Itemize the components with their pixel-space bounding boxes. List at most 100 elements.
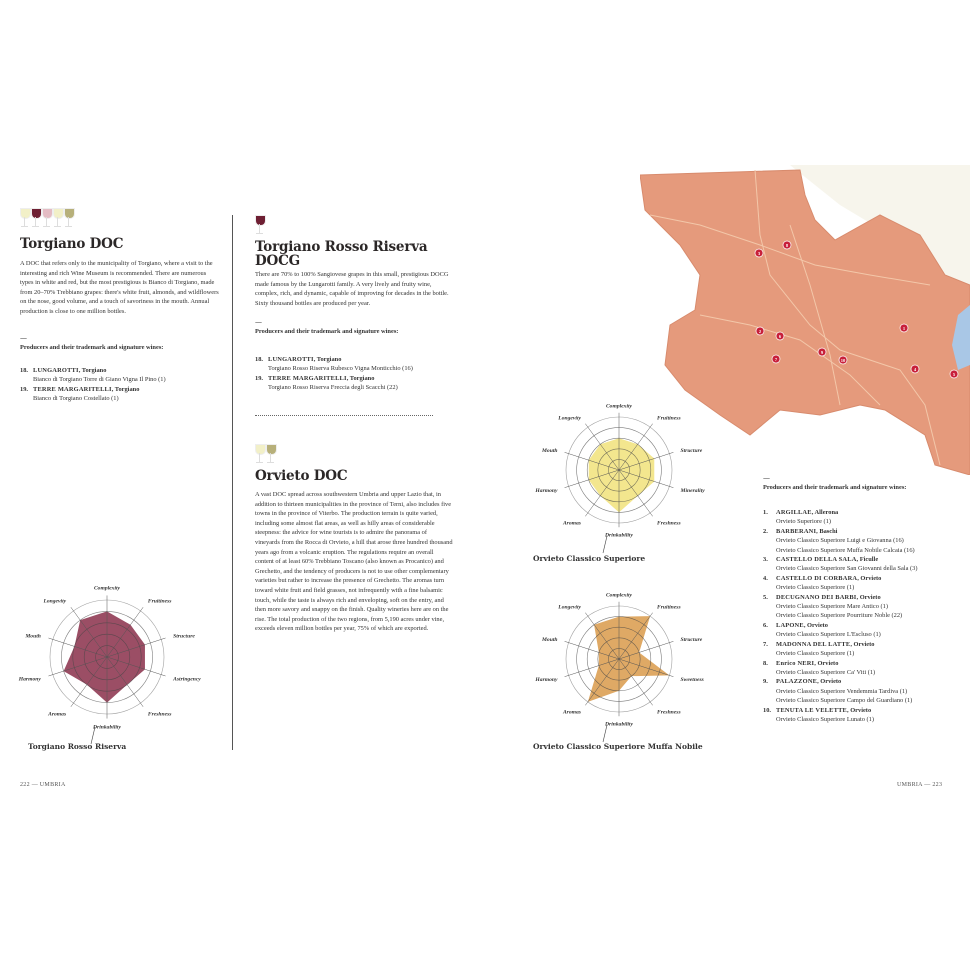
producer-town: , Ficulle [856,556,879,564]
producer-entry: 3. CASTELLO DELLA SALA, Ficulle Orvieto … [763,555,968,574]
producers-heading: Producers and their trademark and signat… [763,484,907,491]
wine-glass-sweet-icon [266,444,277,464]
svg-text:4: 4 [914,367,917,372]
map-marker[interactable]: 9 [817,347,827,357]
radar-axis-label: Mouth [24,634,41,640]
producer-name: TERRE MARGARITELLI [33,385,112,393]
map-marker[interactable]: 6 [775,331,785,341]
producer-number: 18. [255,356,263,363]
map-region-area [640,169,970,475]
producer-entry: 18. LUNGAROTTI, Torgiano Torgiano Rosso … [255,355,465,374]
radar-axis-label: Freshness [657,709,681,715]
radar-axis-label: Mouth [541,637,558,643]
section-title-torgiano-doc: Torgiano DOC [20,236,124,252]
producer-town: , Orvieto [814,659,839,667]
signature-wine: Orvieto Classico Superiore (1) [776,584,855,592]
producer-entry: 1. ARGILLAE, Allerona Orvieto Superiore … [763,508,968,527]
producer-entry: 2. BARBERANI, Baschi Orvieto Classico Su… [763,527,968,555]
producer-name: LUNGAROTTI [33,367,79,374]
map-marker[interactable]: 8 [782,240,792,250]
wine-glass-red-icon [255,215,266,235]
map-roads [649,169,941,466]
radar-axis [585,423,620,471]
radar-axis-label: Aromas [47,711,66,717]
producer-entry: 9. PALAZZONE, Orvieto Orvieto Classico S… [763,677,968,705]
dash-separator: — [20,334,27,342]
map-markers: 3 8 2 6 7 9 10 1 4 5 [754,240,959,379]
torgiano-rosso-description: There are 70% to 100% Sangiovese grapes … [255,271,449,307]
producers-heading: Producers and their trademark and signat… [20,344,164,351]
producer-entry: 8. Enrico NERI, Orvieto Orvieto Classico… [763,659,968,678]
map-marker[interactable]: 2 [755,326,765,336]
radar-axis [564,452,620,471]
radar-axis [48,656,108,677]
umbria-map: 3 8 2 6 7 9 10 1 4 5 [640,165,970,475]
radar-axis [618,612,653,660]
producer-town: , Torgiano [111,385,140,393]
producers-list: 18. LUNGAROTTI, Torgiano Torgiano Rosso … [255,355,465,393]
signature-wine: Orvieto Classico Superiore Muffa Nobile … [776,546,915,554]
producer-entry: 19. TERRE MARGARITELLI, Torgiano Bianco … [20,385,230,404]
radar-axis-label: Fruitiness [657,416,681,422]
signature-wine: Bianco di Torgiano Costellato (1) [33,395,119,403]
svg-text:1: 1 [903,326,906,331]
orvieto-doc-description: A vast DOC spread across southwestern Um… [255,491,453,633]
radar-axis [106,656,144,707]
column-divider [232,215,233,750]
producer-entry: 7. MADONNA DEL LATTE, Orvieto Orvieto Cl… [763,640,968,659]
radar-axis [618,641,674,660]
map-marker[interactable]: 4 [910,364,920,374]
dash-separator: — [255,318,262,326]
radar-axis-label: Harmony [18,676,42,682]
signature-wine: Orvieto Classico Superiore Campo del Gua… [776,697,913,705]
svg-text:10: 10 [841,358,846,363]
svg-text:8: 8 [786,243,789,248]
producer-town: , Orvieto [850,640,875,648]
radar-axis-label: Aromas [562,709,581,715]
map-marker[interactable]: 1 [899,323,909,333]
map-marker[interactable]: 5 [949,369,959,379]
radar-axis-label: Drinkability [92,725,121,731]
producer-name: ARGILLAE [776,509,812,516]
wine-glass-rose-icon [42,208,53,228]
producer-number: 1. [763,509,768,516]
map-marker[interactable]: 10 [838,355,848,365]
producer-number: 9. [763,678,768,686]
map-marker[interactable]: 3 [754,248,764,258]
radar-axis [48,637,108,658]
producer-town: , Orvieto [847,706,872,714]
radar-axis-label: Aromas [562,520,581,526]
producer-name: TENUTA LE VELETTE [776,706,847,714]
section-title-orvieto-doc: Orvieto DOC [255,468,348,484]
producers-list: 18. LUNGAROTTI, Torgiano Bianco di Torgi… [20,366,230,404]
radar-axis-label: Longevity [557,605,581,611]
producer-entry: 19. TERRE MARGARITELLI, Torgiano Torgian… [255,374,465,393]
producer-town: , Allerona [811,509,839,516]
radar-axis-label: Longevity [557,416,581,422]
radar-axis-label: Fruitiness [657,605,681,611]
page-folio-right: UMBRIA — 223 [897,782,943,788]
signature-wine: Orvieto Classico Superiore Ca' Viti (1) [776,668,876,676]
svg-text:2: 2 [759,329,762,334]
radar-axis-label: Structure [680,448,702,454]
signature-wine: Orvieto Classico Superiore Mare Antico (… [776,603,888,611]
producer-town: , Baschi [816,527,838,535]
producer-name: CASTELLO DELLA SALA [776,556,857,564]
svg-text:3: 3 [758,251,761,256]
radar-area [63,611,145,703]
signature-wine: Torgiano Rosso Riserva Freccia degli Sca… [268,384,398,392]
signature-wine: Torgiano Rosso Riserva Rubesco Vigna Mon… [268,365,413,373]
map-marker[interactable]: 7 [771,354,781,364]
radar-axis [618,658,674,677]
svg-text:5: 5 [953,372,956,377]
producers-list: 1. ARGILLAE, Allerona Orvieto Superiore … [763,508,968,724]
radar-axis [585,612,620,660]
signature-wine: Orvieto Classico Superiore Vendemmia Tar… [776,687,908,695]
producer-town: , Torgiano [313,356,342,363]
caption-pointer [90,726,96,745]
radar-axis [618,658,653,706]
producer-name: PALAZZONE [776,678,818,686]
radar-axis [585,658,620,706]
radar-caption: Orvieto Classico Superiore Muffa Nobile [533,742,703,751]
radar-axis [585,469,620,517]
